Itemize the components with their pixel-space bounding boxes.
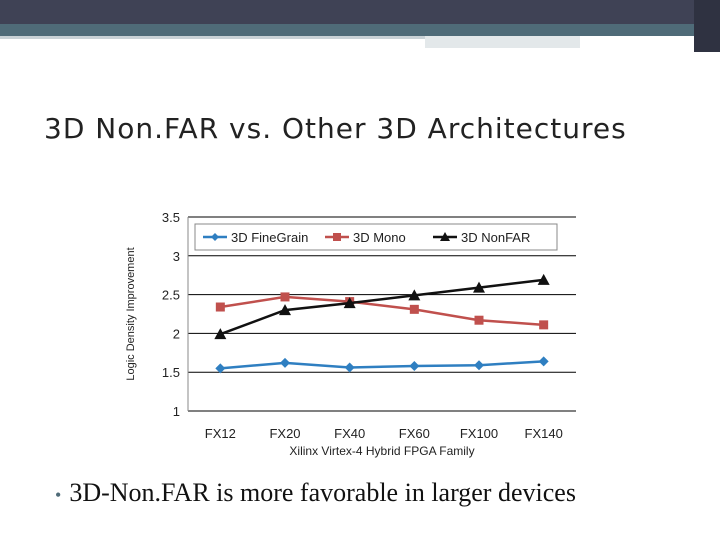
series-line [220,360,544,370]
y-tick-label: 3.5 [162,210,180,225]
bullet-marker: • [55,484,62,505]
series-line [219,278,544,336]
legend-label: 3D Mono [353,230,406,245]
header-accent-bar [0,24,720,36]
header-accent-line [0,36,425,39]
data-point-triangle [279,304,291,316]
y-tick-label: 2.5 [162,288,180,303]
x-axis-label: Xilinx Virtex-4 Hybrid FPGA Family [289,444,474,458]
data-point-triangle [214,328,227,340]
header-bar [0,0,720,24]
bullet-item: • 3D-Non.FAR is more favorable in larger … [55,478,576,508]
legend-marker [333,233,341,241]
legend-label: 3D FineGrain [231,230,308,245]
x-tick-label: FX60 [399,426,430,441]
legend-marker [440,232,450,241]
legend-box [194,223,558,251]
y-tick-label: 2 [173,326,180,341]
chart-svg: 1 1.5 2 2.5 3 3.5 FX12 FX20 FX40 FX60 FX100 FX140 Xi… [125,210,576,458]
y-tick-label: 1.5 [162,365,180,380]
data-point-triangle [408,289,421,301]
series-line [220,295,544,327]
data-point-diamond [344,362,355,373]
data-point-triangle [537,273,550,285]
data-point-square [409,304,419,314]
slide-title: 3D Non.FAR vs. Other 3D Architectures [44,112,627,145]
x-tick-label: FX12 [205,426,236,441]
data-point-diamond [538,356,549,367]
data-point-triangle [343,297,356,309]
data-point-diamond [474,360,484,371]
header-accent-block [425,36,580,48]
x-tick-label: FX140 [525,426,563,441]
data-point-diamond [280,357,290,368]
y-axis-label: Logic Density Improvement [125,247,137,380]
data-point-diamond [215,363,226,374]
header-corner-block [694,0,720,52]
legend-label: 3D NonFAR [461,230,530,245]
data-point-square [215,302,225,312]
line-chart: 1 1.5 2 2.5 3 3.5 FX12 FX20 FX40 FX60 FX100 FX140 Xi… [118,200,598,465]
x-tick-label: FX20 [269,426,300,441]
data-point-square [539,320,549,330]
data-point-diamond [409,360,420,371]
data-point-square [280,292,290,302]
data-point-triangle [473,281,485,293]
y-tick-label: 1 [173,404,180,419]
bullet-text: 3D-Non.FAR is more favorable in larger d… [69,478,576,507]
data-point-square [474,315,484,325]
y-tick-label: 3 [173,249,180,264]
legend-marker [211,233,219,241]
x-tick-label: FX100 [460,426,498,441]
x-tick-label: FX40 [334,426,365,441]
